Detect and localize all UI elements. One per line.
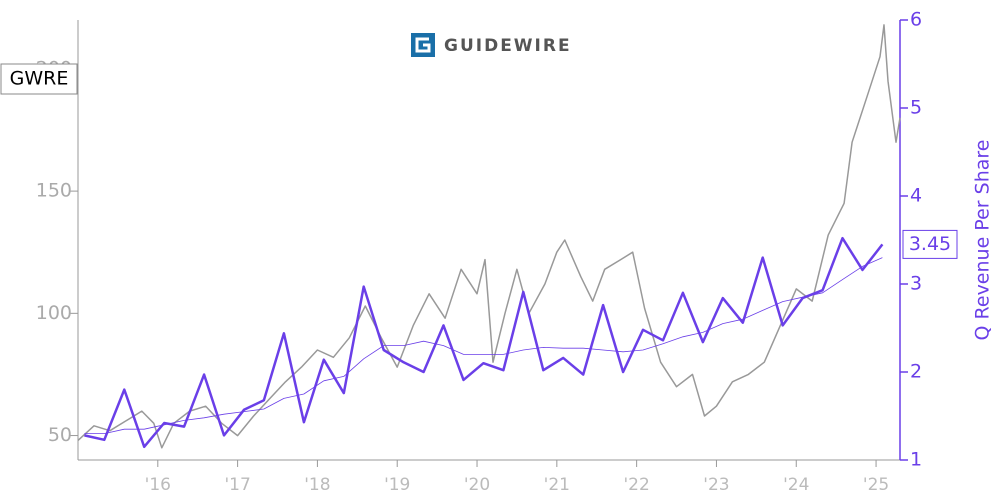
x-tick-label: '16 [145,475,171,495]
y2-tick-label: 5 [910,97,922,119]
value-label: 3.45 [909,233,951,255]
x-tick-label: '24 [783,475,809,495]
y2-tick-label: 4 [910,185,922,207]
x-tick-label: '17 [224,475,250,495]
x-tick-label: '22 [623,475,649,495]
ticker-box [0,63,78,95]
logo: GUIDEWIRE [411,33,572,57]
logo-glyph [415,37,431,53]
y2-axis-label: Q Revenue Per Share [972,140,994,341]
series-line [77,24,901,449]
y-tick-label: 150 [36,180,72,202]
x-tick-label: '19 [384,475,410,495]
y2-tick-label: 6 [910,9,922,31]
y2-tick-label: 1 [910,449,922,471]
y2-tick-label: 2 [910,361,922,383]
x-tick-label: '23 [703,475,729,495]
y2-tick-label: 3 [910,273,922,295]
x-tick-label: '20 [464,475,490,495]
x-tick-label: '21 [544,475,570,495]
logo-text: GUIDEWIRE [444,36,572,56]
y-tick-label: 100 [36,302,72,324]
y-tick-label: 50 [48,424,72,446]
series-line [84,257,883,434]
ticker: GWRE [10,68,69,90]
x-tick-label: '25 [863,475,889,495]
value-label-box [902,229,958,259]
x-tick-label: '18 [304,475,330,495]
